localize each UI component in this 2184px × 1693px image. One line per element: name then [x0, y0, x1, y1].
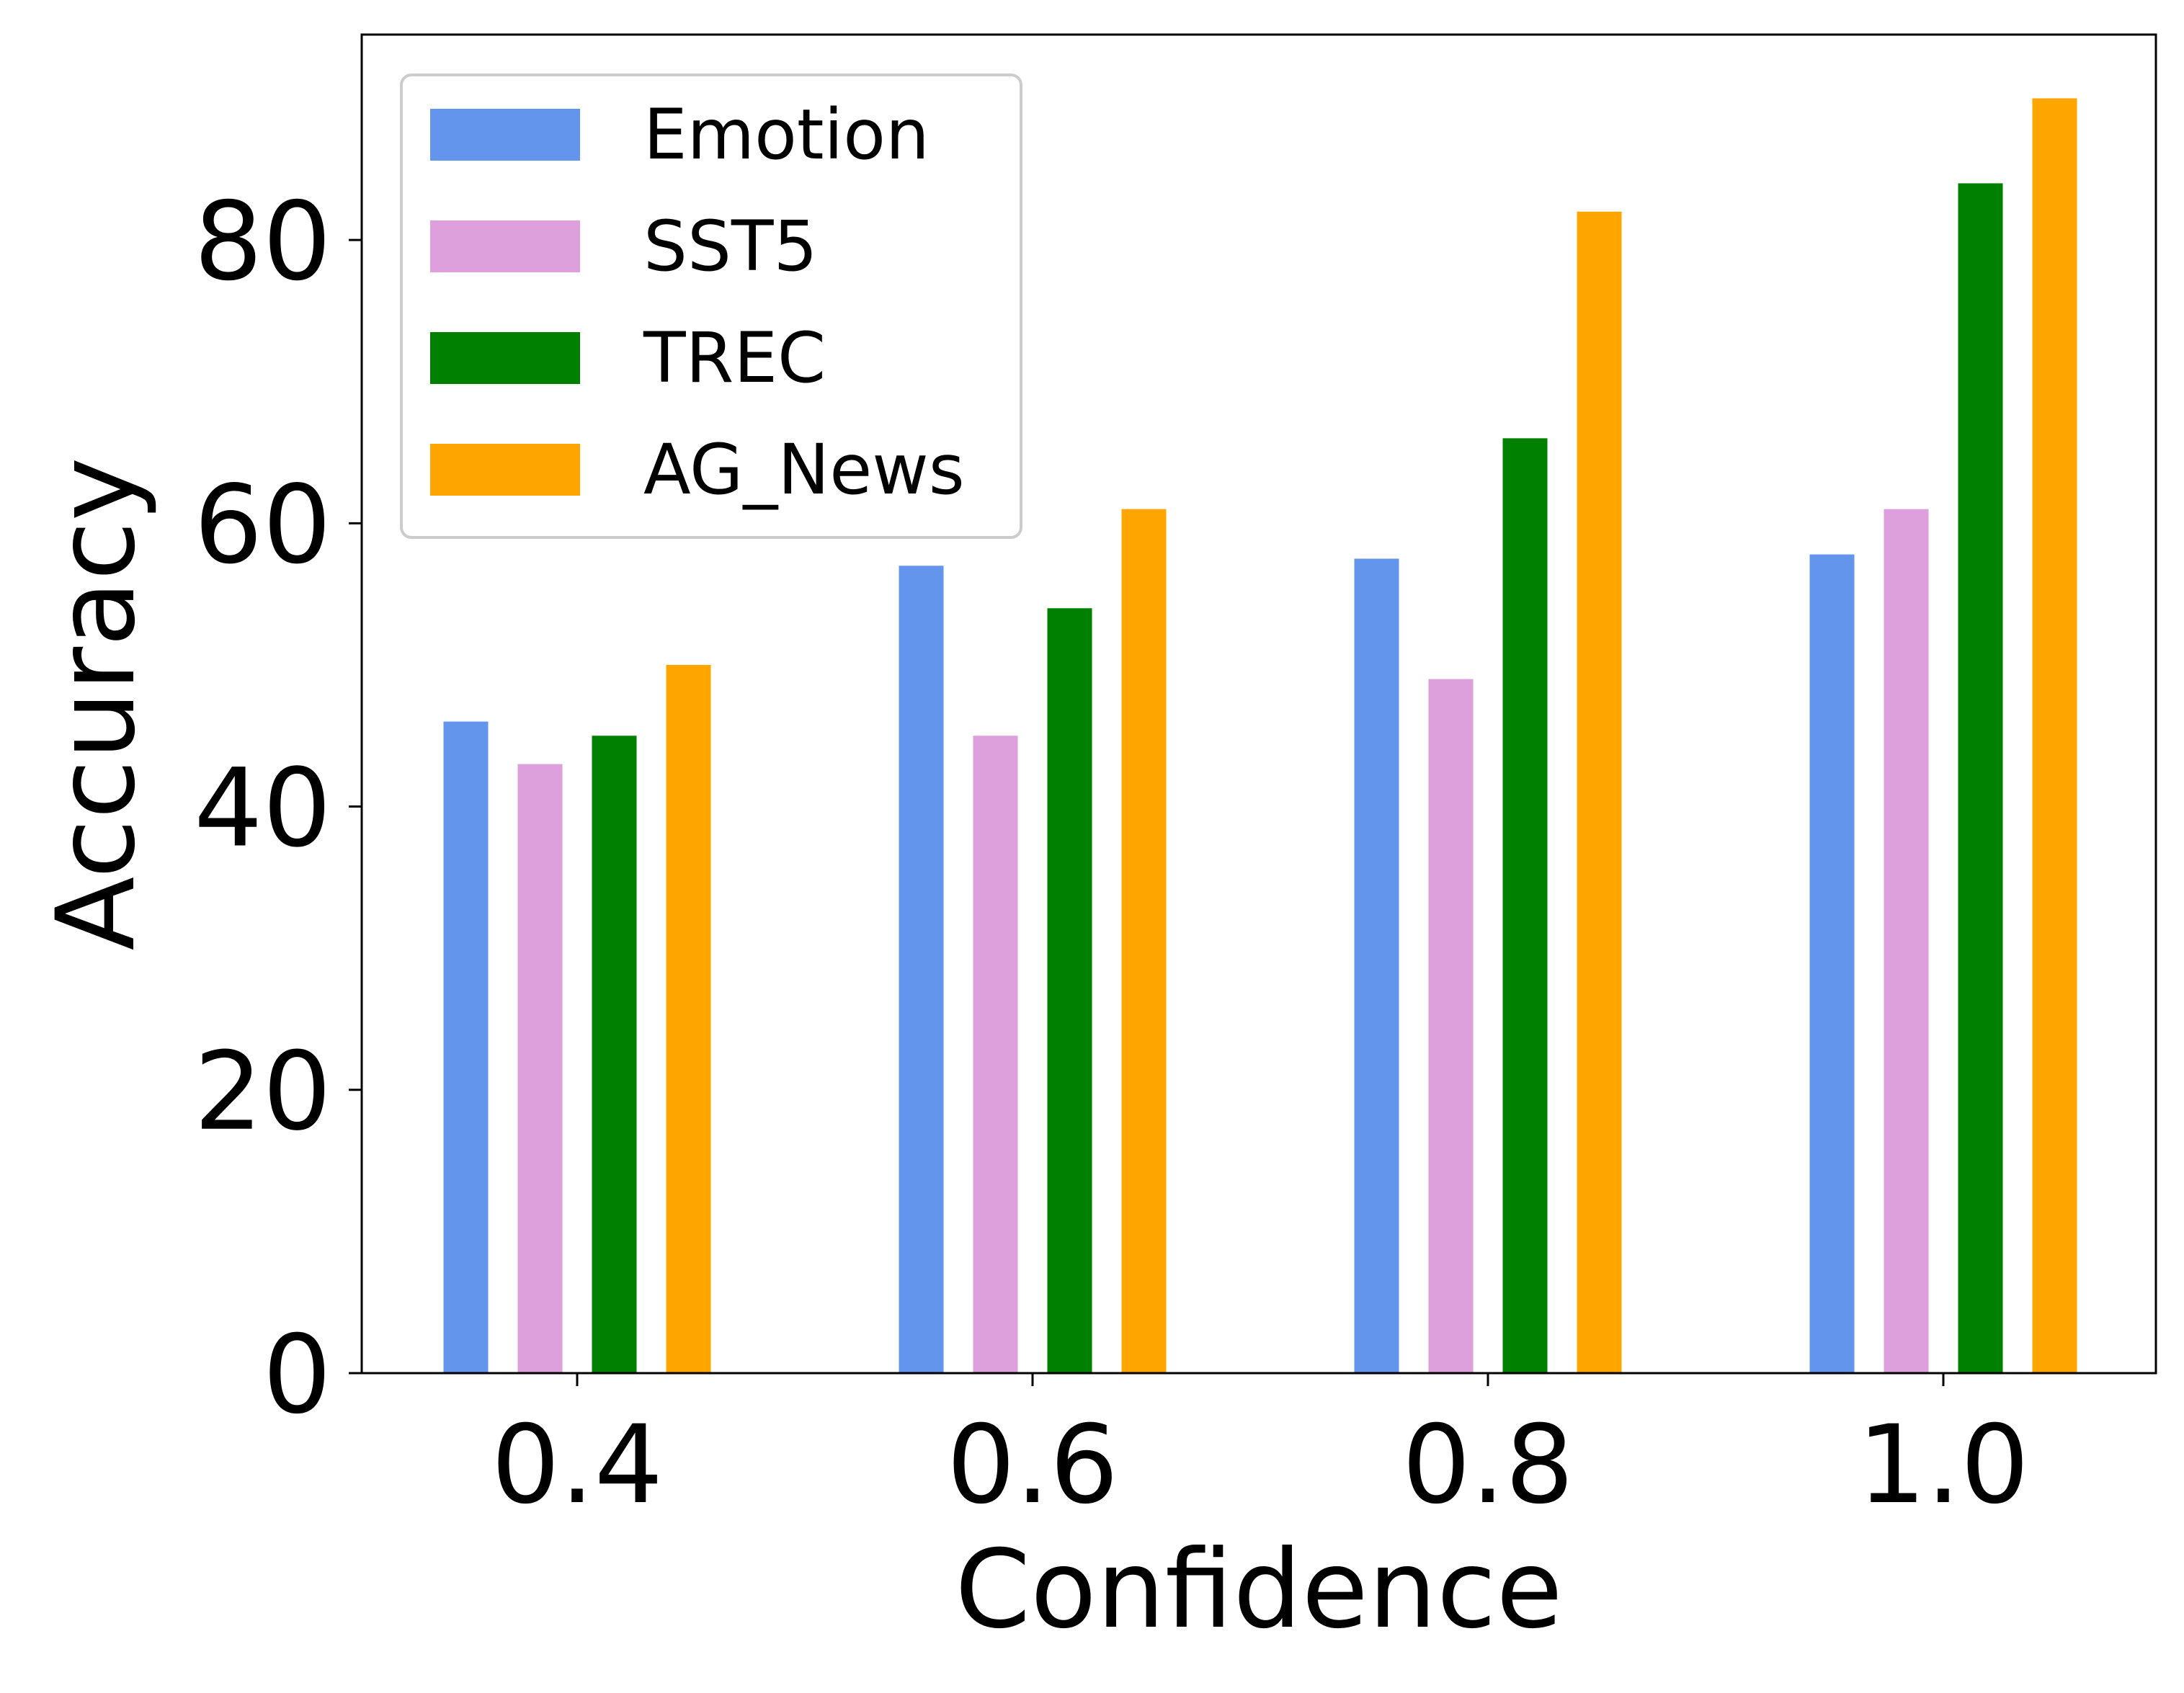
legend-swatch-trec	[430, 332, 580, 384]
bar-sst5-0-4	[517, 764, 563, 1373]
legend-label-ag-news: AG_News	[643, 429, 965, 510]
bar-ag-news-0-4	[666, 664, 711, 1373]
bar-trec-0-6	[1047, 608, 1092, 1374]
bar-emotion-0-6	[899, 566, 944, 1374]
bar-sst5-0-6	[973, 736, 1018, 1373]
bar-sst5-0-8	[1428, 679, 1474, 1373]
bar-trec-1-0	[1958, 183, 2003, 1373]
bars-group	[443, 98, 2077, 1374]
y-tick-label: 80	[194, 179, 331, 305]
y-tick-label: 60	[194, 463, 331, 588]
x-tick-label: 1.0	[1858, 1403, 2030, 1528]
x-tick-label: 0.4	[491, 1403, 664, 1528]
y-tick-label: 0	[263, 1313, 331, 1438]
x-axis-title: Confidence	[955, 1527, 1562, 1653]
legend-swatch-ag-news	[430, 444, 580, 496]
bar-trec-0-8	[1502, 438, 1548, 1374]
x-tick-label: 0.8	[1402, 1403, 1574, 1528]
bar-ag-news-1-0	[2032, 98, 2077, 1373]
legend: Emotion SST5 TREC AG_News	[400, 73, 1022, 539]
bar-emotion-0-4	[443, 721, 489, 1373]
x-tick-label: 0.6	[947, 1403, 1119, 1528]
y-axis-ticks: 0 20 40 60 80	[194, 179, 362, 1438]
y-tick-label: 40	[194, 746, 331, 872]
bar-emotion-0-8	[1354, 558, 1399, 1373]
bar-sst5-1-0	[1884, 509, 1929, 1374]
legend-label-sst5: SST5	[643, 206, 818, 287]
bar-emotion-1-0	[1809, 554, 1855, 1373]
bar-ag-news-0-6	[1121, 509, 1167, 1374]
bar-ag-news-0-8	[1577, 211, 1622, 1373]
legend-swatch-emotion	[430, 109, 580, 161]
y-axis-title: Accuracy	[34, 457, 159, 951]
y-tick-label: 20	[194, 1029, 331, 1155]
legend-label-trec: TREC	[643, 318, 826, 398]
legend-frame	[400, 73, 1022, 539]
legend-swatch-sst5	[430, 220, 580, 272]
legend-entries: Emotion SST5 TREC AG_News	[430, 94, 965, 510]
x-axis-ticks: 0.4 0.6 0.8 1.0	[491, 1373, 2030, 1528]
legend-label-emotion: Emotion	[643, 94, 930, 175]
bar-trec-0-4	[592, 736, 637, 1373]
plot-frame	[360, 33, 2157, 1375]
